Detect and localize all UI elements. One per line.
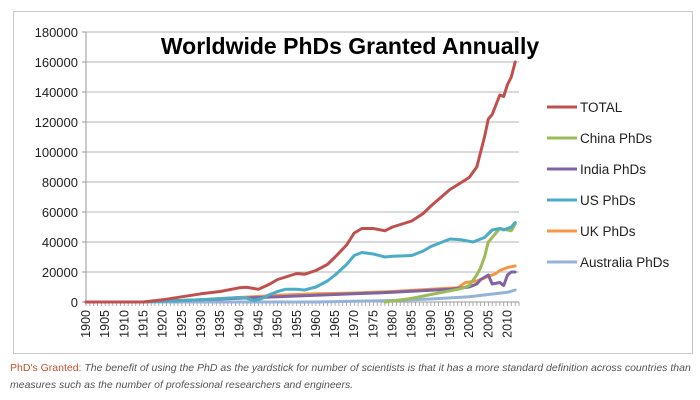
- y-tick-label: 160000: [35, 55, 78, 70]
- x-tick-label: 1915: [136, 310, 150, 338]
- x-tick-label: 2000: [462, 310, 476, 338]
- x-tick-label: 1980: [386, 310, 400, 338]
- series-lines: [84, 60, 517, 304]
- x-tick-label: 1955: [290, 310, 304, 338]
- x-tick-labels: 1900 1905 1910 1915 1920 1925 1930 1935 1940 1945…: [79, 310, 515, 338]
- series-line-us-phds: [84, 221, 517, 304]
- y-tick-label: 0: [71, 295, 78, 310]
- legend-label: India PhDs: [580, 162, 646, 177]
- x-tick-label: 1975: [366, 310, 380, 338]
- legend: TOTAL China PhDs India PhDs US PhDs UK PhDs A…: [547, 100, 670, 270]
- x-tick-label: 1935: [213, 310, 227, 338]
- axes: [82, 31, 520, 306]
- y-tick-label: 80000: [42, 175, 78, 190]
- chart-title: Worldwide PhDs Granted Annually: [161, 33, 539, 59]
- legend-label: UK PhDs: [580, 224, 636, 239]
- y-tick-label: 40000: [42, 235, 78, 250]
- y-tick-label: 180000: [35, 25, 78, 40]
- legend-label: China PhDs: [580, 131, 652, 146]
- y-tick-label: 120000: [35, 115, 78, 130]
- caption-text: The benefit of using the PhD as the yard…: [10, 362, 691, 391]
- y-tick-label: 140000: [35, 85, 78, 100]
- x-tick-label: 1995: [443, 310, 457, 338]
- series-line-total: [84, 60, 517, 304]
- x-tick-label: 1960: [309, 310, 323, 338]
- x-tick-label: 1945: [251, 310, 265, 338]
- x-tick-label: 1920: [156, 310, 170, 338]
- caption-lead: PhD's Granted:: [10, 362, 82, 374]
- x-tick-label: 1905: [98, 310, 112, 338]
- x-tick-label: 1940: [232, 310, 246, 338]
- figure-caption: PhD's Granted: The benefit of using the …: [10, 360, 695, 394]
- x-tick-label: 1900: [79, 310, 93, 338]
- x-tick-label: 1990: [424, 310, 438, 338]
- x-tick-label: 2010: [501, 310, 515, 338]
- x-tick-label: 1950: [271, 310, 285, 338]
- x-tick-label: 2005: [481, 310, 495, 338]
- y-tick-labels: 0 20000 40000 60000 80000 100000 120000 140000 1…: [35, 25, 78, 310]
- x-tick-label: 1925: [175, 310, 189, 338]
- gridlines: [86, 31, 519, 273]
- phd-line-chart: 0 20000 40000 60000 80000 100000 120000 140000 1…: [35, 25, 670, 338]
- x-tick-label: 1985: [405, 310, 419, 338]
- series-line-australia-phds: [84, 288, 517, 304]
- x-tick-label: 1910: [117, 310, 131, 338]
- x-tick-label: 1965: [328, 310, 342, 338]
- legend-label: TOTAL: [580, 100, 623, 115]
- x-tick-label: 1930: [194, 310, 208, 338]
- y-tick-label: 100000: [35, 145, 78, 160]
- legend-label: Australia PhDs: [580, 255, 670, 270]
- x-tick-label: 1970: [347, 310, 361, 338]
- legend-label: US PhDs: [580, 193, 636, 208]
- y-tick-label: 60000: [42, 205, 78, 220]
- y-tick-label: 20000: [42, 265, 78, 280]
